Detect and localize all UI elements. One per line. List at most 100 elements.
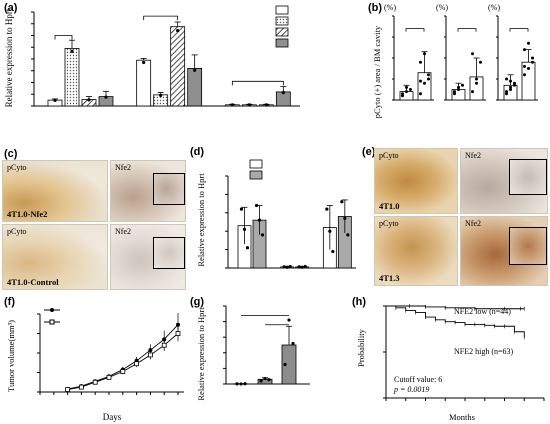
b-point bbox=[509, 79, 512, 83]
panel-label-h: (h) bbox=[352, 296, 367, 308]
e-inset-top bbox=[509, 159, 547, 195]
b-point bbox=[505, 77, 508, 81]
b-point bbox=[527, 67, 530, 70]
g-point bbox=[239, 382, 243, 386]
b-point bbox=[471, 52, 474, 56]
d-point bbox=[325, 207, 329, 211]
a-point bbox=[247, 103, 251, 107]
b-unit-label: (%) bbox=[384, 3, 396, 12]
f-point-control bbox=[148, 348, 153, 353]
panel-label-c: (c) bbox=[4, 148, 18, 160]
b-point bbox=[419, 79, 422, 83]
f-legend-marker-control bbox=[50, 308, 54, 312]
panel-label-d: (d) bbox=[190, 146, 205, 158]
c-label-nfe2-top: Nfe2 bbox=[115, 163, 131, 172]
b-point bbox=[471, 90, 474, 94]
micrograph-e-top-right: Nfe2 bbox=[460, 148, 548, 214]
g-point bbox=[287, 318, 291, 322]
g-point bbox=[235, 382, 239, 386]
c-label-pcyto-bottom: pCyto bbox=[7, 227, 27, 236]
g-point bbox=[259, 379, 263, 383]
f-point-nfe2 bbox=[134, 361, 140, 367]
micrograph-c-bottom-left: pCyto 4T1.0-Control bbox=[2, 224, 108, 290]
h-high-label: NFE2 high (n=63) bbox=[454, 347, 514, 356]
f-point-nfe2 bbox=[79, 384, 84, 390]
a-point bbox=[142, 60, 146, 65]
b-point bbox=[457, 88, 460, 91]
b-point bbox=[409, 88, 412, 91]
c-caption-bottom: 4T1.0-Control bbox=[7, 277, 59, 287]
d-point bbox=[245, 246, 250, 250]
d-point bbox=[300, 265, 304, 269]
d-point bbox=[346, 233, 350, 237]
f-point-control bbox=[176, 322, 180, 327]
b-point bbox=[405, 90, 408, 94]
a-point bbox=[176, 29, 180, 33]
d-ylabel: Relative expression to Hprt bbox=[196, 173, 206, 267]
g-point bbox=[243, 382, 247, 386]
a-legend-swatch bbox=[275, 5, 289, 15]
chart-a: Relative expression to Hprt bbox=[4, 5, 300, 107]
a-point bbox=[53, 98, 57, 103]
f-legend-marker-nfe2 bbox=[49, 319, 55, 325]
b-point bbox=[505, 90, 508, 94]
h-low-label: NFE2 low (n=44) bbox=[454, 307, 511, 316]
b-unit-label: (%) bbox=[488, 3, 500, 12]
e-label-pcyto-top: pCyto bbox=[379, 151, 399, 160]
a-point bbox=[281, 91, 285, 95]
f-xlabel: Days bbox=[103, 412, 122, 422]
b-point bbox=[523, 48, 526, 52]
a-point bbox=[230, 103, 234, 107]
d-point bbox=[242, 227, 247, 231]
a-bar-myb-0 bbox=[136, 59, 152, 107]
a-sig-bracket bbox=[231, 80, 284, 86]
g-point bbox=[267, 378, 271, 382]
h-pvalue: p = 0.0019 bbox=[393, 385, 429, 394]
a-legend-swatch bbox=[275, 38, 289, 48]
b-point bbox=[461, 83, 464, 87]
b-sig-bracket bbox=[405, 28, 425, 32]
c-caption-top: 4T1.0-Nfe2 bbox=[7, 209, 48, 219]
b-point bbox=[531, 56, 534, 60]
c-label-pcyto-top: pCyto bbox=[7, 163, 27, 172]
b-point bbox=[453, 90, 456, 94]
c-inset-top bbox=[153, 173, 185, 205]
panel-label-f: (f) bbox=[4, 296, 15, 308]
b-point bbox=[505, 92, 508, 96]
a-point bbox=[159, 93, 163, 97]
b-point bbox=[479, 60, 482, 64]
b-point bbox=[523, 73, 526, 77]
d-point bbox=[282, 265, 286, 269]
b-point bbox=[423, 52, 426, 56]
b-point bbox=[475, 81, 478, 85]
b-unit-label: (%) bbox=[436, 3, 448, 12]
e-label-pcyto-bottom: pCyto bbox=[379, 219, 399, 228]
chart-b: pCyto (+) area / BM cavity (%) (%) (%) bbox=[372, 3, 538, 118]
a-legend-swatch bbox=[275, 16, 289, 26]
b-ylabel: pCyto (+) area / BM cavity bbox=[372, 25, 382, 118]
micrograph-e-bottom-right: Nfe2 bbox=[460, 216, 548, 286]
d-point bbox=[303, 264, 307, 269]
b-point bbox=[475, 77, 478, 81]
chart-d: Relative expression to Hprt bbox=[196, 159, 356, 269]
b-sig-bracket bbox=[509, 28, 529, 32]
d-point bbox=[328, 229, 332, 233]
a-point bbox=[264, 103, 268, 107]
g-ylabel: Relative expression to Hprt bbox=[196, 307, 206, 401]
f-point-nfe2 bbox=[175, 331, 181, 336]
f-point-nfe2 bbox=[161, 342, 167, 348]
d-point bbox=[257, 218, 262, 222]
panel-label-e: (e) bbox=[362, 146, 376, 158]
g-point bbox=[291, 341, 295, 346]
b-point bbox=[401, 94, 404, 98]
b-point bbox=[427, 73, 430, 77]
e-label-nfe2-top: Nfe2 bbox=[465, 151, 481, 160]
a-sig-bracket bbox=[143, 15, 179, 21]
b-point bbox=[453, 92, 456, 96]
f-line-control bbox=[67, 324, 179, 390]
d-point bbox=[239, 207, 244, 211]
b-point bbox=[513, 83, 516, 87]
a-point bbox=[87, 98, 91, 102]
b-point bbox=[527, 41, 530, 45]
e-caption-bottom: 4T1.3 bbox=[379, 273, 400, 283]
